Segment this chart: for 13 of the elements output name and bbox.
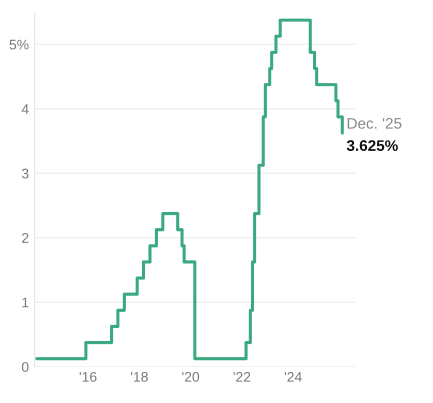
y-tick-label: 2 <box>22 233 28 243</box>
x-tick-label: '16 <box>80 372 96 382</box>
y-tick-label: 4 <box>22 104 29 114</box>
x-tick-label: '24 <box>284 372 302 382</box>
y-tick-label: 5% <box>10 40 29 50</box>
y-tick-label: 0 <box>22 362 29 372</box>
annotation: Dec. '25 <box>348 118 402 129</box>
x-tick-label: '20 <box>182 372 200 382</box>
x-tick-label: '22 <box>234 372 250 382</box>
annotation: 3.625% <box>346 140 398 151</box>
y-tick-label: 3 <box>22 168 28 178</box>
y-tick-label: 1 <box>22 298 28 308</box>
x-tick-label: '18 <box>131 372 148 382</box>
